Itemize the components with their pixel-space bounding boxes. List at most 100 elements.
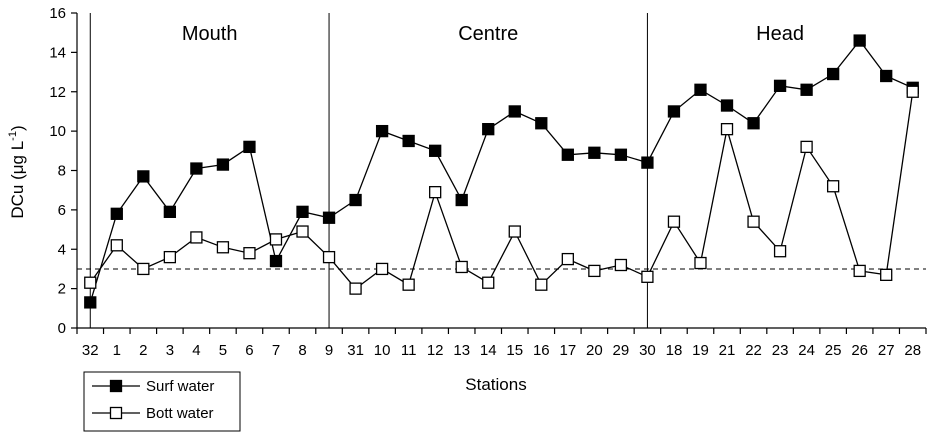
x-tick-label: 14 <box>480 342 497 359</box>
bott-water-point <box>269 233 283 246</box>
y-tick-label: 12 <box>49 84 66 101</box>
y-tick-label: 14 <box>49 44 66 61</box>
surf-water-point <box>137 170 150 183</box>
bott-water-point <box>906 85 919 98</box>
bott-water-point <box>535 278 548 291</box>
bott-water-point <box>720 123 734 136</box>
surf-water-point <box>667 105 681 118</box>
x-tick-label: 22 <box>745 342 762 359</box>
bott-water-point <box>508 225 521 238</box>
x-tick-label: 17 <box>559 342 576 359</box>
surf-water-point <box>322 211 336 224</box>
surf-water-point <box>455 193 468 207</box>
bott-water-point <box>826 180 840 193</box>
y-axis-title: DCu (μg L-1) <box>7 125 27 218</box>
region-label: Head <box>756 23 804 45</box>
x-tick-label: 27 <box>878 342 895 359</box>
legend-marker <box>109 379 123 393</box>
x-tick-label: 29 <box>613 342 630 359</box>
bott-water-point <box>163 250 177 264</box>
surf-water-point <box>349 193 362 207</box>
bott-water-point <box>375 262 389 276</box>
x-tick-label: 23 <box>772 342 789 359</box>
x-tick-label: 8 <box>298 342 306 359</box>
x-tick-label: 30 <box>639 342 656 359</box>
bott-water-point <box>561 252 574 266</box>
region-label: Centre <box>458 23 518 45</box>
bott-water-point <box>190 231 203 244</box>
surf-water-point <box>800 83 813 96</box>
surf-water-point <box>720 99 734 112</box>
bott-water-point <box>296 225 309 238</box>
x-tick-label: 18 <box>666 342 683 359</box>
bott-water-point <box>588 264 601 278</box>
bott-water-point <box>455 260 468 274</box>
x-tick-label: 3 <box>166 342 174 359</box>
legend-marker <box>109 406 123 420</box>
surf-water-point <box>402 134 415 148</box>
x-tick-label: 32 <box>82 342 99 359</box>
surf-water-point <box>216 158 230 171</box>
bott-water-point <box>482 276 495 289</box>
bott-water-point <box>614 258 628 272</box>
bott-water-point <box>137 262 150 276</box>
surf-water-point <box>641 156 654 169</box>
bott-water-point <box>216 241 230 254</box>
x-tick-label: 1 <box>113 342 121 359</box>
x-tick-label: 19 <box>692 342 709 359</box>
bott-water-point <box>84 276 97 289</box>
x-tick-label: 26 <box>851 342 868 359</box>
surf-water-point <box>163 205 177 218</box>
surf-water-point <box>508 105 521 118</box>
bott-water-point <box>243 247 256 260</box>
surf-water-point <box>375 124 389 138</box>
bott-water-point <box>349 282 362 295</box>
surf-water-point <box>110 207 123 220</box>
surf-water-point <box>429 144 442 157</box>
bott-water-point <box>773 245 787 258</box>
y-tick-label: 16 <box>49 5 66 22</box>
surf-water-point <box>243 140 256 154</box>
x-tick-label: 5 <box>219 342 227 359</box>
legend-label: Surf water <box>146 378 214 395</box>
x-tick-label: 13 <box>453 342 470 359</box>
y-tick-label: 0 <box>58 320 66 337</box>
surf-water-point <box>482 123 495 136</box>
x-tick-label: 28 <box>904 342 921 359</box>
surf-water-point <box>747 117 760 130</box>
bott-water-point <box>800 140 813 154</box>
surf-water-point <box>190 162 203 175</box>
surf-water-point <box>269 254 283 268</box>
x-tick-label: 24 <box>798 342 815 359</box>
surf-water-point <box>535 117 548 130</box>
x-tick-label: 7 <box>272 342 280 359</box>
bott-water-point <box>110 239 123 252</box>
x-tick-label: 4 <box>192 342 200 359</box>
x-axis-title: Stations <box>465 375 526 394</box>
bott-water-line <box>89 91 914 290</box>
x-tick-label: 6 <box>245 342 253 359</box>
bott-water-point <box>667 215 681 228</box>
bott-water-point <box>402 278 415 291</box>
surf-water-point <box>694 83 707 96</box>
bott-water-point <box>880 268 893 281</box>
surf-water-point <box>853 34 866 47</box>
surf-water-point <box>561 148 574 161</box>
legend-label: Bott water <box>146 405 214 422</box>
surf-water-point <box>84 296 97 309</box>
x-tick-label: 16 <box>533 342 550 359</box>
x-tick-label: 2 <box>139 342 147 359</box>
bott-water-point <box>322 250 336 264</box>
x-tick-label: 25 <box>825 342 842 359</box>
x-tick-label: 15 <box>506 342 523 359</box>
x-tick-label: 21 <box>719 342 736 359</box>
x-tick-label: 20 <box>586 342 603 359</box>
surf-water-point <box>773 79 787 92</box>
surf-water-point <box>614 148 628 161</box>
x-tick-label: 11 <box>401 342 417 359</box>
surf-water-point <box>296 205 309 218</box>
y-tick-label: 4 <box>58 241 66 258</box>
bott-water-point <box>641 270 654 283</box>
